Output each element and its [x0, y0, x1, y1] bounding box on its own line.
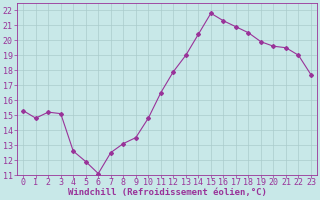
X-axis label: Windchill (Refroidissement éolien,°C): Windchill (Refroidissement éolien,°C) — [68, 188, 267, 197]
